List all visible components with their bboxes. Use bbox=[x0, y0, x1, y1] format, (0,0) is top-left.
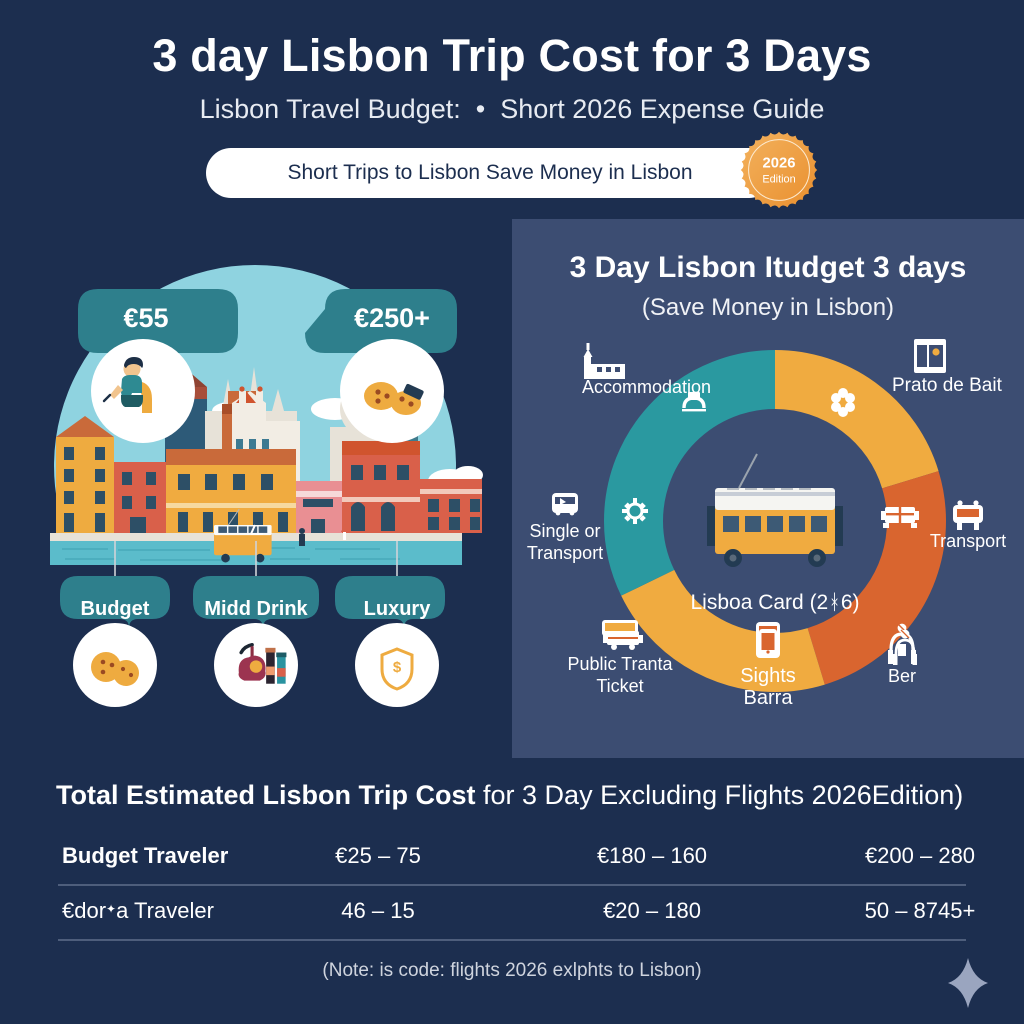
svg-text:Midd Drink: Midd Drink bbox=[204, 598, 308, 620]
svg-text:Total Estimated Lisbon Trip Co: Total Estimated Lisbon Trip Cost for 3 D… bbox=[56, 780, 963, 810]
svg-text:€200 – 280: €200 – 280 bbox=[865, 843, 975, 868]
svg-text:Public Tranta: Public Tranta bbox=[567, 654, 673, 674]
svg-text:3 Day Lisbon Itudget 3 days: 3 Day Lisbon Itudget 3 days bbox=[570, 251, 967, 284]
svg-text:Prato de Bait: Prato de Bait bbox=[892, 375, 1003, 396]
svg-text:Edition: Edition bbox=[762, 173, 795, 185]
svg-text:€25 – 75: €25 – 75 bbox=[335, 843, 421, 868]
svg-text:Budget Traveler: Budget Traveler bbox=[62, 843, 229, 868]
svg-text:(Note: is code: flights 2026 e: (Note: is code: flights 2026 exlphts to … bbox=[322, 960, 701, 981]
svg-text:Single or: Single or bbox=[529, 521, 600, 541]
svg-text:€dor✦a Traveler: €dor✦a Traveler bbox=[62, 898, 214, 923]
svg-text:Transport: Transport bbox=[527, 543, 603, 563]
svg-text:€180 – 160: €180 – 160 bbox=[597, 843, 707, 868]
svg-text:€55: €55 bbox=[123, 303, 168, 333]
svg-text:Luxury: Luxury bbox=[364, 598, 432, 620]
svg-text:€250+: €250+ bbox=[354, 303, 430, 333]
svg-text:2026: 2026 bbox=[763, 156, 796, 172]
svg-text:Sights: Sights bbox=[740, 665, 796, 687]
svg-text:Ticket: Ticket bbox=[596, 676, 643, 696]
svg-text:Transport: Transport bbox=[930, 531, 1006, 551]
svg-text:Lisboa Card (2ᚼ6): Lisboa Card (2ᚼ6) bbox=[690, 591, 859, 614]
svg-text:46 – 15: 46 – 15 bbox=[341, 898, 414, 923]
svg-text:Ber: Ber bbox=[888, 666, 916, 686]
svg-text:50 – 8745+: 50 – 8745+ bbox=[865, 898, 976, 923]
svg-text:(Save Money in Lisbon): (Save Money in Lisbon) bbox=[642, 294, 894, 321]
svg-text:Barra: Barra bbox=[744, 687, 794, 709]
svg-text:$: $ bbox=[393, 659, 402, 676]
svg-text:€20 – 180: €20 – 180 bbox=[603, 898, 701, 923]
svg-text:Budget: Budget bbox=[81, 598, 150, 620]
